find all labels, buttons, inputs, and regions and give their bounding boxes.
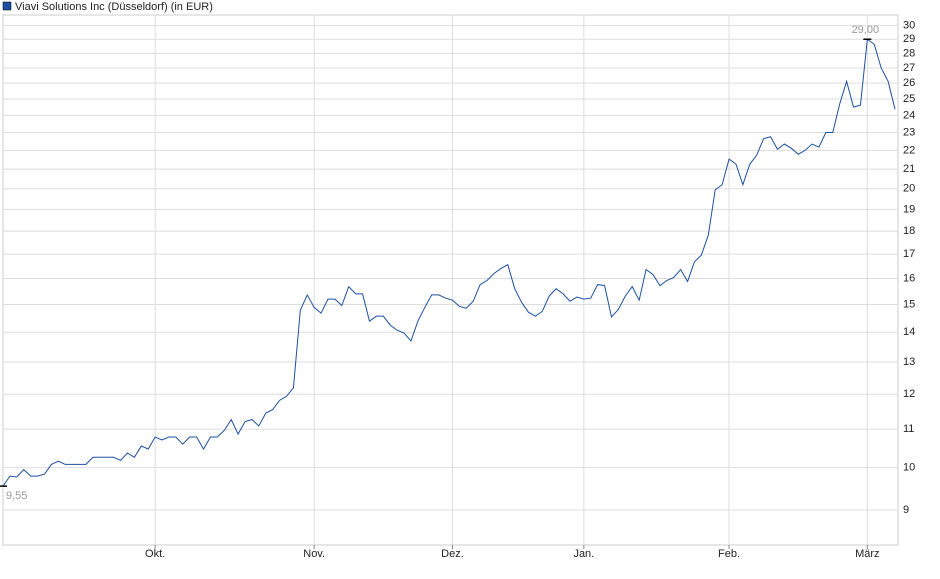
y-tick-label: 28 bbox=[903, 47, 915, 59]
y-tick-label: 18 bbox=[903, 225, 915, 237]
plot-area bbox=[2, 14, 899, 546]
y-tick-label: 16 bbox=[903, 272, 915, 284]
y-tick-label: 14 bbox=[903, 326, 915, 338]
x-tick-label: Okt. bbox=[145, 548, 165, 560]
y-tick-label: 13 bbox=[903, 356, 915, 368]
y-tick-label: 19 bbox=[903, 203, 915, 215]
y-tick-label: 30 bbox=[903, 19, 915, 31]
y-tick-label: 21 bbox=[903, 163, 915, 175]
x-tick-label: Jan. bbox=[573, 548, 594, 560]
x-tick-label: März bbox=[855, 548, 879, 560]
y-tick-label: 23 bbox=[903, 126, 915, 138]
price-line bbox=[2, 38, 896, 487]
y-tick-label: 22 bbox=[903, 144, 915, 156]
y-tick-label: 12 bbox=[903, 388, 915, 400]
y-tick-label: 26 bbox=[903, 77, 915, 89]
y-tick-label: 17 bbox=[903, 248, 915, 260]
y-tick-label: 11 bbox=[903, 423, 914, 435]
y-tick-label: 27 bbox=[903, 62, 915, 74]
legend-label: Viavi Solutions Inc (Düsseldorf) (in EUR… bbox=[15, 1, 213, 13]
legend-swatch bbox=[2, 1, 12, 11]
x-tick-label: Nov. bbox=[303, 548, 325, 560]
y-tick-label: 24 bbox=[903, 109, 915, 121]
y-tick-label: 29 bbox=[903, 33, 915, 45]
value-label: 29,00 bbox=[852, 24, 880, 36]
x-tick-label: Dez. bbox=[441, 548, 464, 560]
y-tick-label: 25 bbox=[903, 93, 915, 105]
y-tick-label: 10 bbox=[903, 462, 915, 474]
value-label: 9,55 bbox=[6, 490, 27, 502]
y-tick-label: 9 bbox=[903, 504, 909, 516]
x-tick-label: Feb. bbox=[718, 548, 740, 560]
y-tick-label: 15 bbox=[903, 298, 915, 310]
y-tick-label: 20 bbox=[903, 183, 915, 195]
